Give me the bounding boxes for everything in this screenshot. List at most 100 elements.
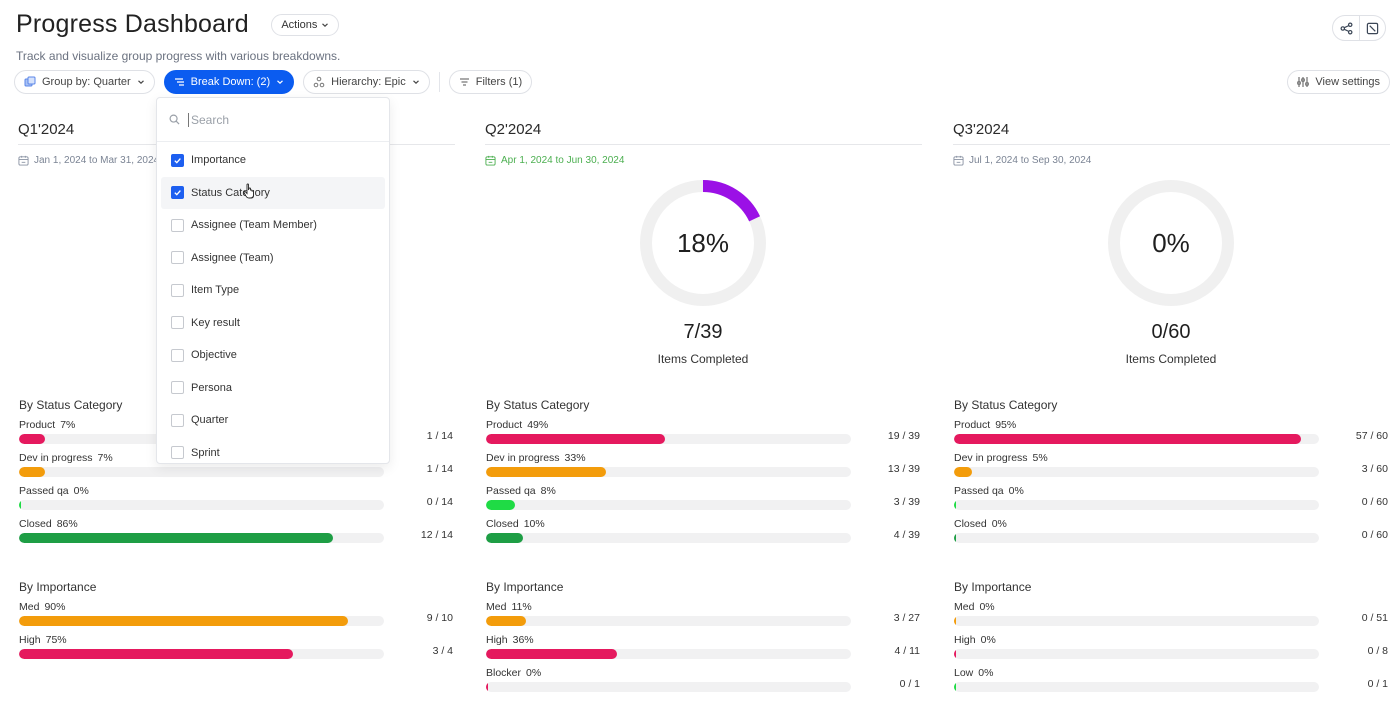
progress-bar-fill <box>19 500 21 510</box>
bar-percent: 11% <box>511 601 532 613</box>
quarter-date-range: Apr 1, 2024 to Jun 30, 2024 <box>485 155 925 166</box>
option-label: Item Type <box>191 284 240 297</box>
items-completed-count: 7/39 <box>683 321 723 343</box>
bar-percent: 8% <box>540 485 556 497</box>
calendar-icon <box>18 155 29 166</box>
by-status-category: By Status Category Product 95% 57 / 60 De… <box>954 398 1390 551</box>
progress-bar-track <box>954 467 1319 477</box>
bar-label: Product 7% <box>19 419 455 431</box>
actions-button[interactable]: Actions <box>271 13 340 36</box>
view-settings-button[interactable]: View settings <box>1287 70 1390 94</box>
bar-count: 3 / 60 <box>1361 463 1388 475</box>
calendar-icon <box>485 155 496 166</box>
date-range-text: Jul 1, 2024 to Sep 30, 2024 <box>969 155 1092 166</box>
section-title: By Status Category <box>19 398 123 412</box>
bar-category: Product <box>954 419 991 431</box>
progress-bar-fill <box>486 500 516 510</box>
section-title: By Importance <box>19 580 97 594</box>
progress-bar-fill <box>19 649 293 659</box>
checkbox[interactable] <box>171 446 184 460</box>
bar-percent: 0% <box>73 485 89 497</box>
break-down-button[interactable]: Break Down: (2) <box>163 70 295 94</box>
checkbox[interactable] <box>171 413 184 427</box>
progress-row: Med 90% 9 / 10 <box>19 601 455 634</box>
dropdown-search <box>157 98 389 142</box>
toolbar: Group by: Quarter Break Down: (2) Hierar… <box>14 70 533 94</box>
share-button[interactable] <box>1333 16 1359 40</box>
option-label: Assignee (Team) <box>191 251 274 264</box>
bar-percent: 95% <box>995 419 1017 431</box>
search-icon <box>169 114 180 125</box>
checkbox[interactable] <box>171 218 184 232</box>
bar-category: Low <box>954 667 974 679</box>
checkbox[interactable] <box>171 381 184 395</box>
items-completed-label: Items Completed <box>1125 352 1217 366</box>
bar-count: 0 / 51 <box>1361 612 1388 624</box>
group-by-button[interactable]: Group by: Quarter <box>14 70 155 94</box>
bar-label: Dev in progress 33% <box>486 452 922 464</box>
progress-bar-fill <box>954 434 1301 444</box>
checkbox[interactable] <box>171 283 184 297</box>
checkbox[interactable] <box>171 153 184 167</box>
bar-category: Med <box>19 601 40 613</box>
bar-count: 3 / 39 <box>893 496 920 508</box>
progress-bar-fill <box>486 434 665 444</box>
bar-percent: 86% <box>56 518 78 530</box>
bar-percent: 0% <box>991 518 1007 530</box>
by-importance: By Importance Med 90% 9 / 10 High 75% 3 / … <box>19 580 455 667</box>
bar-percent: 0% <box>979 601 995 613</box>
progress-bar-track <box>486 649 851 659</box>
dropdown-list: Importance Status Category Assignee (Tea… <box>157 142 389 464</box>
bar-count: 0 / 1 <box>899 678 920 690</box>
checkbox[interactable] <box>171 348 184 362</box>
view-settings-label: View settings <box>1315 76 1380 88</box>
bar-category: Closed <box>486 518 519 530</box>
bar-percent: 10% <box>523 518 545 530</box>
dropdown-option[interactable]: Sprint <box>161 437 385 464</box>
bar-percent: 0% <box>978 667 994 679</box>
bar-label: Med 11% <box>486 601 922 613</box>
filters-button[interactable]: Filters (1) <box>448 70 533 94</box>
dropdown-option[interactable]: Assignee (Team) <box>161 242 385 275</box>
by-importance: By Importance Med 0% 0 / 51 High 0% 0 / 8 … <box>954 580 1390 700</box>
search-input[interactable] <box>188 112 368 127</box>
dropdown-option[interactable]: Assignee (Team Member) <box>161 209 385 242</box>
quarter-column: Q2'2024 Apr 1, 2024 to Jun 30, 2024 18% … <box>485 112 925 692</box>
donut-track <box>1108 180 1234 306</box>
progress-row: Product 95% 57 / 60 <box>954 419 1390 452</box>
progress-bar-track <box>954 616 1319 626</box>
fullscreen-button[interactable] <box>1359 16 1385 40</box>
dropdown-option[interactable]: Importance <box>161 144 385 177</box>
bar-category: Med <box>954 601 975 613</box>
dropdown-option[interactable]: Item Type <box>161 274 385 307</box>
checkbox[interactable] <box>171 316 184 330</box>
bar-category: Closed <box>19 518 52 530</box>
dropdown-option[interactable]: Persona <box>161 372 385 405</box>
expand-icon <box>1366 22 1379 34</box>
dropdown-option[interactable]: Key result <box>161 307 385 340</box>
bar-percent: 33% <box>564 452 586 464</box>
bar-percent: 36% <box>512 634 534 646</box>
checkbox[interactable] <box>171 186 184 200</box>
progress-bar-fill <box>954 500 956 510</box>
checkbox[interactable] <box>171 251 184 265</box>
hierarchy-button[interactable]: Hierarchy: Epic <box>303 70 430 94</box>
bar-label: Product 49% <box>486 419 922 431</box>
option-label: Persona <box>191 381 232 394</box>
bar-count: 0 / 60 <box>1361 496 1388 508</box>
completion-donut: 0% <box>1106 178 1236 308</box>
bar-percent: 7% <box>60 419 76 431</box>
donut-progress-arc <box>640 180 766 306</box>
option-label: Quarter <box>191 414 229 427</box>
bar-percent: 0% <box>526 667 542 679</box>
progress-bar-track <box>19 467 384 477</box>
section-title: By Importance <box>954 580 1032 594</box>
progress-row: Low 0% 0 / 1 <box>954 667 1390 700</box>
dropdown-option[interactable]: Status Category <box>161 176 385 209</box>
bar-label: High 0% <box>954 634 1390 646</box>
dropdown-option[interactable]: Quarter <box>161 404 385 437</box>
check-icon <box>174 190 181 196</box>
progress-bar-track <box>486 533 851 543</box>
dropdown-option[interactable]: Objective <box>161 339 385 372</box>
progress-bar-fill <box>19 533 333 543</box>
